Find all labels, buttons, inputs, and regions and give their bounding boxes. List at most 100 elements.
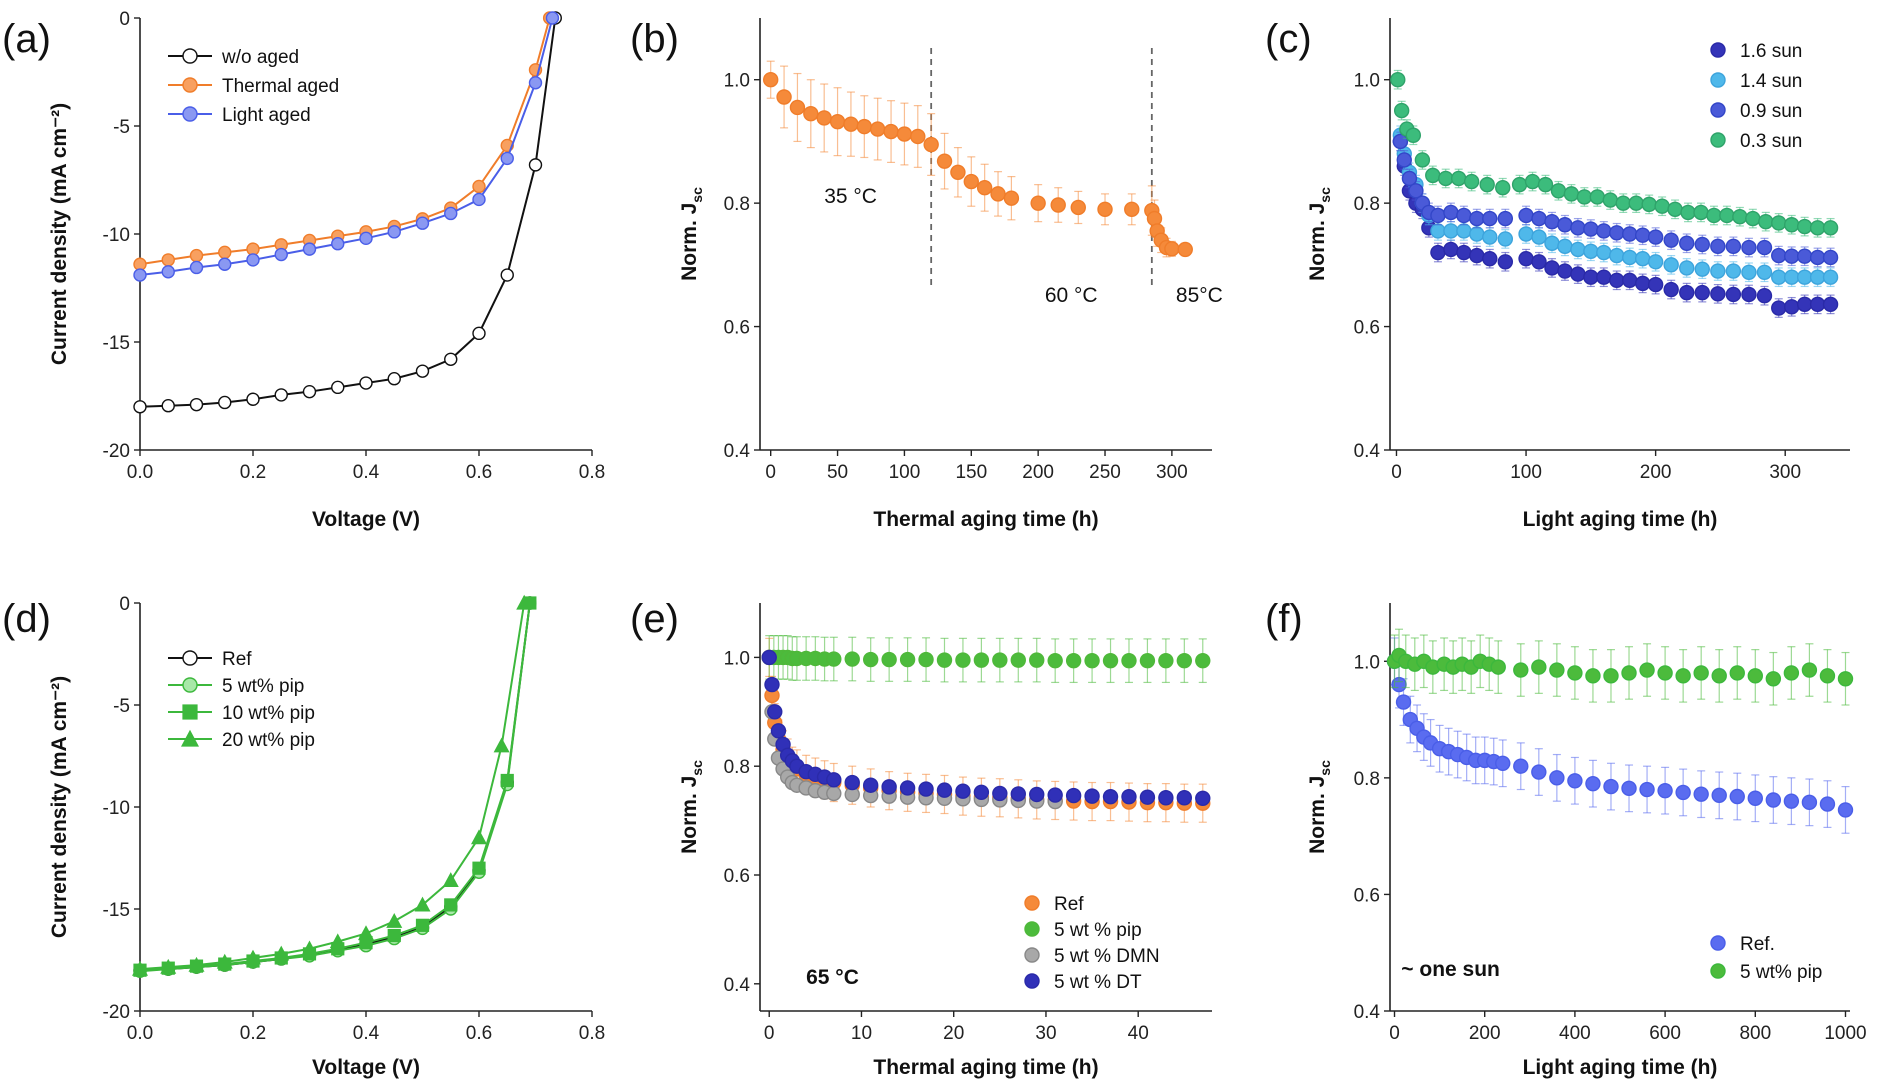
data-point: [1482, 210, 1498, 227]
data-point: [472, 326, 486, 341]
data-point: [776, 89, 792, 105]
data-point: [1693, 786, 1709, 802]
data-point: [1570, 241, 1586, 258]
data-point: [1621, 780, 1637, 797]
legend-label: Ref: [1054, 894, 1084, 915]
data-point: [1121, 652, 1137, 669]
data-point: [1589, 189, 1606, 205]
x-axis-label: Voltage (V): [312, 1056, 420, 1079]
data-point: [1725, 263, 1742, 279]
data-point: [973, 652, 990, 668]
data-point: [1609, 247, 1625, 264]
y-tick-label: 0.6: [724, 318, 750, 339]
data-point: [767, 704, 783, 720]
legend-marker: [1710, 72, 1726, 88]
y-tick-label: 0: [119, 594, 130, 615]
data-point: [1518, 250, 1534, 267]
data-point: [1084, 652, 1100, 669]
data-point: [976, 180, 993, 196]
y-tick-label: 1.0: [724, 71, 750, 92]
data-point: [1456, 207, 1472, 224]
data-point: [1482, 250, 1498, 267]
x-tick-label: 200: [1022, 462, 1054, 483]
data-point: [1102, 652, 1119, 669]
data-point: [1675, 668, 1691, 684]
legend-marker: [1024, 973, 1040, 989]
data-point: [1819, 796, 1836, 812]
data-point: [1102, 788, 1119, 805]
y-tick-label: 0.8: [1354, 769, 1380, 790]
data-point: [762, 72, 779, 88]
data-point: [1596, 269, 1612, 285]
panel-label-d: (d): [2, 597, 51, 641]
data-point: [1663, 232, 1679, 248]
y-tick-label: 0.4: [1354, 441, 1381, 462]
data-point: [331, 380, 345, 395]
data-point: [1531, 229, 1547, 245]
data-point: [386, 912, 403, 928]
data-point: [1463, 173, 1480, 190]
data-point: [1557, 238, 1573, 255]
data-point: [1783, 299, 1800, 315]
data-point: [899, 780, 916, 796]
data-point: [1679, 260, 1695, 276]
series-2: [133, 11, 560, 282]
data-point: [1430, 244, 1446, 261]
y-axis-label: Norm. Jsc: [1306, 187, 1333, 281]
data-point: [1719, 207, 1735, 224]
data-point: [472, 179, 486, 194]
data-point: [1450, 170, 1467, 187]
data-point: [1765, 671, 1782, 687]
data-point: [1195, 652, 1211, 669]
data-point: [829, 113, 846, 130]
y-tick-label: 0.6: [1354, 318, 1380, 339]
data-point: [1563, 186, 1580, 202]
series-line: [139, 17, 557, 408]
data-point: [1822, 296, 1839, 313]
x-tick-label: 150: [955, 462, 987, 483]
data-point: [1602, 192, 1618, 208]
data-point: [246, 253, 260, 267]
data-point: [826, 772, 842, 788]
x-tick-label: 300: [1156, 462, 1188, 483]
x-tick-label: 0: [1389, 1023, 1400, 1044]
data-point: [770, 723, 787, 739]
y-axis-label: Norm. Jsc: [1306, 760, 1333, 854]
data-point: [1065, 652, 1082, 669]
data-point: [415, 918, 430, 932]
chart-annotation: 85°C: [1176, 284, 1223, 307]
data-point: [1747, 790, 1763, 806]
data-point: [1639, 662, 1655, 678]
data-point: [1663, 257, 1679, 273]
legend: 1.6 sun 1.4 sun 0.9 sun 0.3 sun: [1710, 41, 1802, 152]
data-point: [918, 651, 934, 668]
data-point: [218, 245, 232, 260]
data-point: [1396, 152, 1412, 168]
data-point: [1603, 778, 1619, 795]
data-point: [1710, 286, 1726, 302]
data-point: [1615, 195, 1631, 211]
data-point: [274, 247, 288, 262]
data-point: [1524, 173, 1541, 190]
data-point: [1745, 210, 1761, 227]
data-point: [1511, 176, 1528, 193]
data-point: [923, 136, 939, 153]
data-point: [1647, 254, 1664, 270]
legend-marker: [1710, 102, 1726, 118]
data-point: [1741, 239, 1757, 256]
data-point: [472, 861, 486, 875]
data-point: [1747, 668, 1763, 684]
y-tick-label: 0.8: [724, 194, 750, 215]
legend-label: 5 wt% pip: [1740, 962, 1822, 983]
data-point: [1549, 662, 1565, 678]
data-point: [1732, 209, 1748, 225]
x-tick-label: 0.0: [127, 462, 153, 483]
x-tick-label: 0.2: [240, 462, 266, 483]
x-tick-label: 10: [851, 1023, 872, 1044]
data-point: [1176, 652, 1193, 669]
data-point: [1393, 102, 1410, 119]
data-point: [1430, 207, 1446, 224]
data-point: [826, 651, 842, 667]
data-point: [189, 260, 204, 275]
data-point: [444, 898, 458, 912]
